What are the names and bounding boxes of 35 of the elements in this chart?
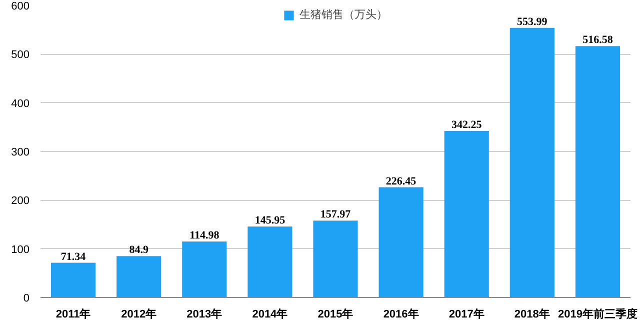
data-label: 226.45: [386, 175, 417, 188]
data-label: 342.25: [451, 118, 482, 131]
legend-label: 生猪销售（万头）: [300, 8, 388, 22]
x-tick-label: 2013年: [186, 308, 222, 320]
data-label: 84.9: [129, 244, 149, 256]
bar: [378, 187, 424, 298]
bar: [575, 46, 620, 298]
y-tick-label: 600: [11, 0, 30, 12]
bar: [510, 28, 554, 298]
x-tick-label: 2012年: [121, 308, 157, 320]
x-tick-label: 2015年: [318, 308, 354, 320]
bar: [50, 262, 96, 298]
data-label: 145.95: [254, 214, 286, 226]
x-tick-label: 2016年: [383, 308, 419, 320]
x-tick-label: 2014年: [252, 308, 288, 320]
x-tick-label: 2011年: [56, 308, 91, 320]
bar: [182, 242, 227, 298]
x-tick-label: 2019年前三季度: [558, 308, 638, 320]
bar: [116, 256, 162, 298]
y-tick-label: 500: [11, 49, 30, 62]
bar: [444, 130, 489, 298]
y-tick-label: 0: [23, 292, 30, 304]
data-label: 114.98: [190, 230, 220, 242]
bar: [313, 220, 358, 298]
bar: [248, 226, 292, 298]
data-label: 71.34: [60, 250, 86, 263]
data-label: 516.58: [582, 34, 614, 46]
x-tick-label: 2017年: [448, 308, 484, 320]
x-tick-label: 2018年: [514, 308, 550, 320]
y-tick-label: 100: [11, 244, 30, 256]
y-tick-label: 300: [11, 146, 30, 158]
data-label: 157.97: [320, 208, 352, 221]
data-label: 553.99: [517, 16, 548, 28]
y-tick-label: 400: [11, 98, 30, 110]
y-tick-label: 200: [11, 195, 30, 208]
